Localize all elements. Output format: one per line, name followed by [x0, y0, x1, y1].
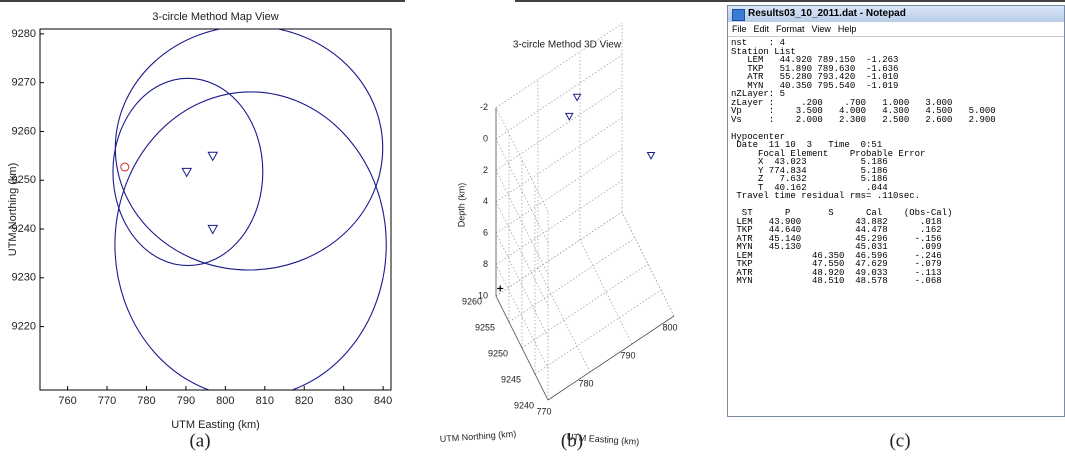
x-tick-label: 770	[98, 395, 116, 407]
grid-line	[496, 212, 622, 296]
x-tick-label: 800	[216, 395, 234, 407]
z-tick-label: 2	[483, 165, 488, 175]
panel-caption: (c)	[889, 430, 910, 451]
y-tick-label: 9250	[488, 348, 508, 358]
x-tick-label: 820	[295, 395, 313, 407]
y-tick-label: 9260	[12, 125, 36, 137]
x-tick-label: 790	[177, 395, 195, 407]
y-tick-label: 9240	[12, 223, 36, 235]
y-tick-label: 9255	[475, 322, 495, 332]
z-tick-label: -2	[480, 102, 488, 112]
grid-line	[496, 212, 622, 296]
x-tick-label: 780	[137, 395, 155, 407]
z-tick-label: 4	[483, 196, 488, 206]
chart-title: 3-circle Method Map View	[152, 11, 278, 23]
grid-line	[496, 118, 622, 202]
notepad-window: Results03_10_2011.dat - Notepad File Edit…	[727, 5, 1065, 417]
grid-line	[509, 238, 635, 322]
station-marker	[648, 153, 655, 159]
grid-line	[496, 149, 622, 233]
x-tick-label: 780	[578, 378, 593, 388]
x-axis-label: UTM Easting (km)	[171, 419, 260, 431]
x-tick-label: 830	[334, 395, 352, 407]
app-icon	[732, 9, 745, 21]
axis-line	[548, 316, 674, 400]
station-marker	[566, 113, 573, 119]
x-tick-label: 760	[58, 395, 76, 407]
y-tick-label: 9230	[12, 272, 36, 284]
text-line: Travel time residual rms= .110sec.	[731, 192, 1064, 201]
menu-item[interactable]: Help	[838, 24, 857, 34]
menu-bar: File Edit Format View Help	[728, 22, 1064, 37]
x-tick-label: 800	[662, 322, 677, 332]
window-title: Results03_10_2011.dat - Notepad	[748, 8, 906, 19]
z-tick-label: 8	[483, 259, 488, 269]
plot-area	[40, 29, 391, 390]
menu-item[interactable]: Edit	[754, 24, 770, 34]
y-tick-label: 9245	[501, 374, 521, 384]
x-tick-label: 790	[620, 350, 635, 360]
menu-item[interactable]: View	[812, 24, 831, 34]
y-tick-label: 9240	[514, 400, 534, 410]
chart-title: 3-circle Method 3D View	[513, 40, 622, 51]
grid-line	[496, 55, 622, 139]
page: {"chart_data": [ {"type": "map", "title"…	[0, 0, 1065, 462]
x-tick-label: 770	[536, 406, 551, 416]
y-tick-label: 9250	[12, 174, 36, 186]
grid-line	[522, 264, 648, 348]
z-tick-label: 0	[483, 133, 488, 143]
grid-line	[580, 240, 632, 344]
z-axis-label: Depth (km)	[456, 183, 466, 228]
x-tick-label: 840	[374, 395, 392, 407]
menu-item[interactable]: File	[732, 24, 747, 34]
panel-caption: (a)	[189, 430, 210, 451]
grid-line	[496, 24, 622, 108]
x-tick-label: 810	[256, 395, 274, 407]
text-line: MYN 48.510 48.578 -.068	[731, 277, 1064, 286]
grid-line	[496, 86, 622, 170]
window-title-bar: Results03_10_2011.dat - Notepad	[728, 6, 1064, 22]
y-tick-label: 9280	[12, 28, 36, 40]
y-tick-label: 9220	[12, 320, 36, 332]
y-tick-label: 9270	[12, 77, 36, 89]
grid-line	[496, 181, 622, 265]
hypocenter-marker	[497, 285, 503, 291]
grid-line	[496, 139, 548, 243]
z-tick-label: 6	[483, 228, 488, 238]
panel-caption: (b)	[561, 430, 583, 451]
text-line: Vs : 2.000 2.300 2.500 2.600 2.900	[731, 116, 1064, 125]
menu-item[interactable]: Format	[776, 24, 805, 34]
y-axis-label: UTM Northing (km)	[439, 429, 516, 444]
station-marker	[574, 94, 581, 100]
grid-line	[535, 290, 661, 374]
y-tick-label: 9260	[462, 296, 482, 306]
